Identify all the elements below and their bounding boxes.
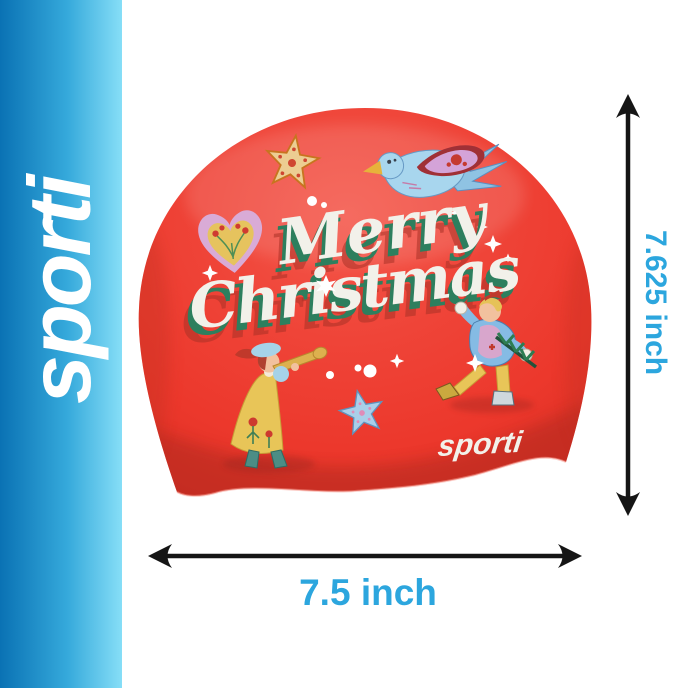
gold-star-icon bbox=[262, 131, 323, 190]
brand-logo-vertical: sporti bbox=[10, 177, 109, 404]
folk-heart-icon bbox=[198, 210, 262, 273]
width-arrow bbox=[148, 544, 582, 568]
dot-icons bbox=[307, 196, 327, 208]
width-dimension-label: 7.5 inch bbox=[299, 572, 437, 613]
brand-sidebar: sporti bbox=[0, 0, 122, 688]
height-dimension-label: 7.625 inch bbox=[639, 230, 672, 376]
cap-rim-highlight bbox=[176, 456, 567, 497]
dove-icon bbox=[363, 143, 508, 198]
